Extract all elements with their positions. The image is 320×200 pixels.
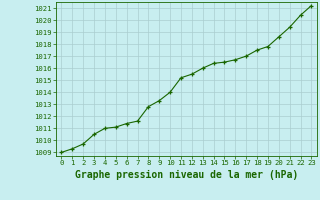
X-axis label: Graphe pression niveau de la mer (hPa): Graphe pression niveau de la mer (hPa) xyxy=(75,170,298,180)
